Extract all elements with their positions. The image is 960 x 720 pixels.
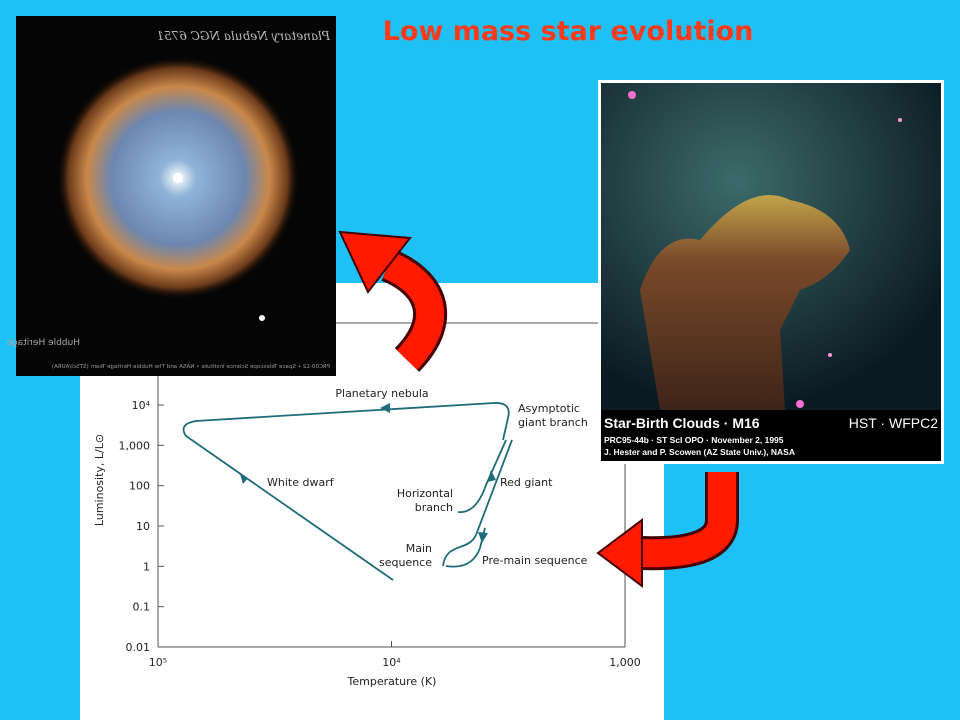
- arrow-body: [639, 472, 736, 568]
- track-arrow: [487, 470, 496, 482]
- y-tick-label: 10⁴: [132, 399, 151, 412]
- arrow-head: [338, 230, 412, 294]
- annotation: Main: [406, 542, 432, 555]
- track: [442, 439, 513, 567]
- annotation: Asymptotic: [518, 402, 580, 415]
- y-tick-label: 0.1: [133, 601, 151, 614]
- y-tick-label: 100: [129, 480, 150, 493]
- image-credit: J. Hester and P. Scowen (AZ State Univ.)…: [604, 447, 795, 457]
- red-arrow: [338, 230, 448, 372]
- track-arrow: [478, 532, 488, 543]
- star: [259, 315, 265, 321]
- x-tick-label: 10⁵: [149, 656, 167, 669]
- arrow-body: [382, 252, 445, 370]
- star: [898, 118, 902, 122]
- track-arrow: [240, 474, 248, 484]
- annotation: Horizontal: [397, 487, 453, 500]
- track-arrow: [380, 403, 390, 413]
- pillar: [640, 195, 850, 410]
- image-credit: PRC00-12 • Space Telescope Science Insti…: [52, 364, 330, 370]
- star: [828, 353, 832, 357]
- image-title: Star-Birth Clouds · M16: [604, 415, 760, 431]
- annotation: Planetary nebula: [335, 387, 428, 400]
- annotation: Red giant: [500, 476, 553, 489]
- y-tick-label: 0.01: [126, 641, 151, 654]
- image-caption: Planetary Nebula NGC 6751: [156, 29, 331, 43]
- central-star: [173, 173, 183, 183]
- slide-title: Low mass star evolution: [383, 16, 754, 47]
- red-arrow: [596, 472, 739, 588]
- y-axis-label: Luminosity, L/L⊙: [93, 434, 106, 526]
- annotation: branch: [415, 501, 453, 514]
- image-logo: Hubble Heritage: [6, 338, 80, 348]
- track: [457, 439, 507, 513]
- caption-band: [601, 410, 941, 461]
- x-tick-label: 1,000: [609, 656, 641, 669]
- x-tick-label: 10⁴: [382, 656, 401, 669]
- evolution-track: [182, 402, 513, 581]
- star: [796, 400, 804, 408]
- annotation: sequence: [379, 556, 432, 569]
- arrow-head: [596, 518, 643, 588]
- star: [628, 91, 636, 99]
- nebula-image: Planetary Nebula NGC 6751 Hubble Heritag…: [6, 16, 336, 376]
- track: [182, 402, 510, 581]
- track: [445, 527, 486, 568]
- annotation: giant branch: [518, 416, 588, 429]
- y-tick-label: 1: [143, 560, 150, 573]
- image-credit: PRC95-44b · ST ScI OPO · November 2, 199…: [604, 435, 784, 445]
- image-instrument: HST · WFPC2: [849, 415, 938, 431]
- m16-image: Star-Birth Clouds · M16 HST · WFPC2 PRC9…: [598, 80, 944, 464]
- annotation: White dwarf: [267, 476, 335, 489]
- annotation: Pre-main sequence: [482, 554, 588, 567]
- x-axis-label: Temperature (K): [347, 675, 437, 688]
- y-tick-label: 10: [136, 520, 150, 533]
- y-tick-label: 1,000: [119, 439, 151, 452]
- track-arrows: [240, 403, 496, 543]
